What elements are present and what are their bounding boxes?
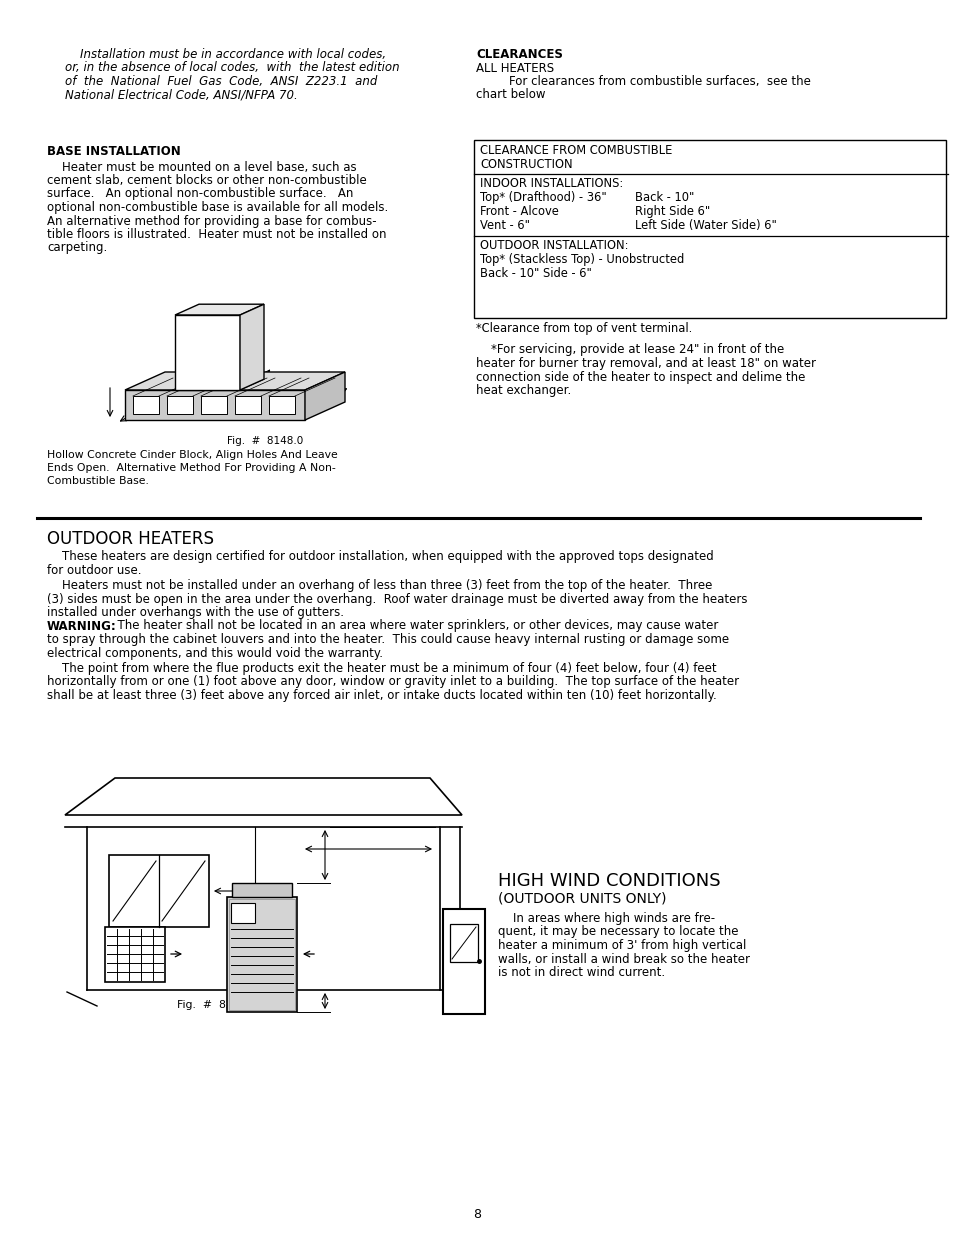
Polygon shape: [65, 778, 461, 815]
Text: optional non-combustible base is available for all models.: optional non-combustible base is availab…: [47, 201, 388, 214]
Text: shall be at least three (3) feet above any forced air inlet, or intake ducts loc: shall be at least three (3) feet above a…: [47, 689, 716, 701]
Text: Top* (Stackless Top) - Unobstructed: Top* (Stackless Top) - Unobstructed: [479, 253, 683, 266]
Text: INDOOR INSTALLATIONS:: INDOOR INSTALLATIONS:: [479, 177, 622, 190]
Bar: [109, 855, 209, 927]
Text: heater for burner tray removal, and at least 18" on water: heater for burner tray removal, and at l…: [476, 357, 815, 370]
Text: or, in the absence of local codes,  with  the latest edition: or, in the absence of local codes, with …: [65, 62, 399, 74]
Bar: [442, 909, 484, 1014]
Text: National Electrical Code, ANSI/NFPA 70.: National Electrical Code, ANSI/NFPA 70.: [65, 89, 297, 101]
Text: OUTDOOR INSTALLATION:: OUTDOOR INSTALLATION:: [479, 240, 628, 252]
Text: The heater shall not be located in an area where water sprinklers, or other devi: The heater shall not be located in an ar…: [110, 620, 718, 632]
Text: chart below: chart below: [476, 89, 545, 101]
Text: Right Side 6": Right Side 6": [635, 205, 709, 219]
Polygon shape: [125, 372, 345, 390]
Bar: [232, 883, 292, 897]
Polygon shape: [174, 315, 240, 390]
Text: The point from where the flue products exit the heater must be a minimum of four: The point from where the flue products e…: [47, 662, 716, 676]
Text: installed under overhangs with the use of gutters.: installed under overhangs with the use o…: [47, 606, 344, 619]
Text: carpeting.: carpeting.: [47, 242, 107, 254]
Text: Front - Alcove: Front - Alcove: [479, 205, 558, 219]
Text: connection side of the heater to inspect and delime the: connection side of the heater to inspect…: [476, 370, 804, 384]
Text: HIGH WIND CONDITIONS: HIGH WIND CONDITIONS: [497, 872, 720, 890]
Text: (3) sides must be open in the area under the overhang.  Roof water drainage must: (3) sides must be open in the area under…: [47, 593, 747, 605]
Text: Left Side (Water Side) 6": Left Side (Water Side) 6": [635, 219, 776, 232]
Text: An alternative method for providing a base for combus-: An alternative method for providing a ba…: [47, 215, 376, 227]
Text: quent, it may be necessary to locate the: quent, it may be necessary to locate the: [497, 925, 738, 939]
Bar: [132, 396, 159, 414]
Text: WARNING:: WARNING:: [47, 620, 116, 632]
Text: CLEARANCE FROM COMBUSTIBLE: CLEARANCE FROM COMBUSTIBLE: [479, 144, 672, 157]
Bar: [474, 140, 945, 317]
Text: Combustible Base.: Combustible Base.: [47, 475, 149, 487]
Text: OUTDOOR HEATERS: OUTDOOR HEATERS: [47, 530, 213, 548]
Text: *Clearance from top of vent terminal.: *Clearance from top of vent terminal.: [476, 322, 692, 335]
Text: Back - 10" Side - 6": Back - 10" Side - 6": [479, 267, 591, 280]
Text: horizontally from or one (1) foot above any door, window or gravity inlet to a b: horizontally from or one (1) foot above …: [47, 676, 739, 688]
Polygon shape: [305, 372, 345, 420]
Bar: [450, 924, 477, 962]
Text: Heater must be mounted on a level base, such as: Heater must be mounted on a level base, …: [47, 161, 356, 173]
Text: Fig.  #  8148.0: Fig. # 8148.0: [227, 436, 303, 446]
Bar: [227, 897, 296, 1011]
Bar: [167, 396, 193, 414]
Text: Installation must be in accordance with local codes,: Installation must be in accordance with …: [65, 48, 386, 61]
Text: CONSTRUCTION: CONSTRUCTION: [479, 158, 572, 170]
Text: tible floors is illustrated.  Heater must not be installed on: tible floors is illustrated. Heater must…: [47, 228, 386, 241]
Text: Ends Open.  Alternative Method For Providing A Non-: Ends Open. Alternative Method For Provid…: [47, 463, 335, 473]
Text: Vent - 6": Vent - 6": [479, 219, 530, 232]
Text: *For servicing, provide at lease 24" in front of the: *For servicing, provide at lease 24" in …: [476, 343, 783, 357]
Text: Top* (Drafthood) - 36": Top* (Drafthood) - 36": [479, 191, 606, 204]
Text: CLEARANCES: CLEARANCES: [476, 48, 562, 61]
Text: of  the  National  Fuel  Gas  Code,  ANSI  Z223.1  and: of the National Fuel Gas Code, ANSI Z223…: [65, 75, 377, 88]
Text: For clearances from combustible surfaces,  see the: For clearances from combustible surfaces…: [494, 75, 810, 88]
Bar: [229, 899, 294, 1010]
Text: BASE INSTALLATION: BASE INSTALLATION: [47, 144, 180, 158]
Polygon shape: [240, 304, 264, 390]
Text: Back - 10": Back - 10": [635, 191, 694, 204]
Text: Hollow Concrete Cinder Block, Align Holes And Leave: Hollow Concrete Cinder Block, Align Hole…: [47, 450, 337, 459]
Text: (OUTDOOR UNITS ONLY): (OUTDOOR UNITS ONLY): [497, 892, 666, 906]
Text: Fig.  #  8245.0: Fig. # 8245.0: [177, 1000, 256, 1010]
Text: 8: 8: [473, 1208, 480, 1221]
Text: heater a minimum of 3' from high vertical: heater a minimum of 3' from high vertica…: [497, 939, 745, 952]
Text: walls, or install a wind break so the heater: walls, or install a wind break so the he…: [497, 952, 749, 966]
Polygon shape: [174, 304, 264, 315]
Bar: [269, 396, 294, 414]
Bar: [234, 396, 261, 414]
Bar: [201, 396, 227, 414]
Text: surface.   An optional non-combustible surface.   An: surface. An optional non-combustible sur…: [47, 188, 353, 200]
Text: Heaters must not be installed under an overhang of less than three (3) feet from: Heaters must not be installed under an o…: [47, 579, 712, 592]
Text: These heaters are design certified for outdoor installation, when equipped with : These heaters are design certified for o…: [47, 550, 713, 563]
Text: cement slab, cement blocks or other non-combustible: cement slab, cement blocks or other non-…: [47, 174, 366, 186]
Bar: [231, 903, 254, 923]
Text: electrical components, and this would void the warranty.: electrical components, and this would vo…: [47, 646, 382, 659]
Text: to spray through the cabinet louvers and into the heater.  This could cause heav: to spray through the cabinet louvers and…: [47, 634, 728, 646]
Text: for outdoor use.: for outdoor use.: [47, 563, 141, 577]
Text: heat exchanger.: heat exchanger.: [476, 384, 571, 396]
Text: is not in direct wind current.: is not in direct wind current.: [497, 966, 664, 979]
Polygon shape: [125, 390, 305, 420]
Bar: [105, 927, 165, 982]
Text: ALL HEATERS: ALL HEATERS: [476, 62, 554, 74]
Text: In areas where high winds are fre-: In areas where high winds are fre-: [497, 911, 715, 925]
